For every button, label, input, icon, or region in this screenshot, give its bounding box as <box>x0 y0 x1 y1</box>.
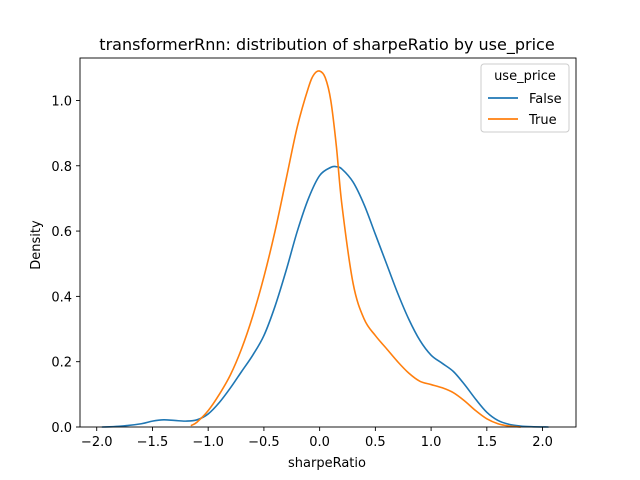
x-axis: −2.0 −1.5 −1.0 −0.5 0.0 0.5 1.0 1.5 2.0 <box>81 427 553 450</box>
y-tick-label: 0.8 <box>51 160 72 175</box>
legend-box <box>480 63 570 133</box>
x-tick-label: 0.5 <box>365 435 386 450</box>
legend: use_price False True <box>480 63 570 133</box>
series-line-false <box>101 165 549 428</box>
legend-label-false: False <box>529 92 562 107</box>
x-tick-label: 1.0 <box>421 435 442 450</box>
x-tick-label: 1.5 <box>476 435 497 450</box>
y-axis-label: Density <box>29 220 44 270</box>
y-tick-label: 0.4 <box>51 290 72 305</box>
x-tick-label: 0.0 <box>309 435 330 450</box>
x-tick-label: −1.5 <box>137 435 169 450</box>
y-tick-label: 0.2 <box>51 356 72 371</box>
x-axis-label: sharpeRatio <box>288 456 366 471</box>
x-tick-label: −2.0 <box>81 435 113 450</box>
x-tick-label: −0.5 <box>248 435 280 450</box>
series-line-true <box>190 70 522 428</box>
y-tick-label: 1.0 <box>51 94 72 109</box>
x-tick-label: −1.0 <box>192 435 224 450</box>
y-tick-label: 0.0 <box>51 421 72 436</box>
x-tick-label: 2.0 <box>532 435 553 450</box>
chart-title: transformerRnn: distribution of sharpeRa… <box>99 35 554 55</box>
plot-area <box>79 57 577 428</box>
y-tick-label: 0.6 <box>51 225 72 240</box>
y-axis: 0.0 0.2 0.4 0.6 0.8 1.0 <box>51 94 80 436</box>
legend-title: use_price <box>494 69 556 84</box>
axes-frame <box>79 57 577 428</box>
legend-label-true: True <box>528 113 557 128</box>
